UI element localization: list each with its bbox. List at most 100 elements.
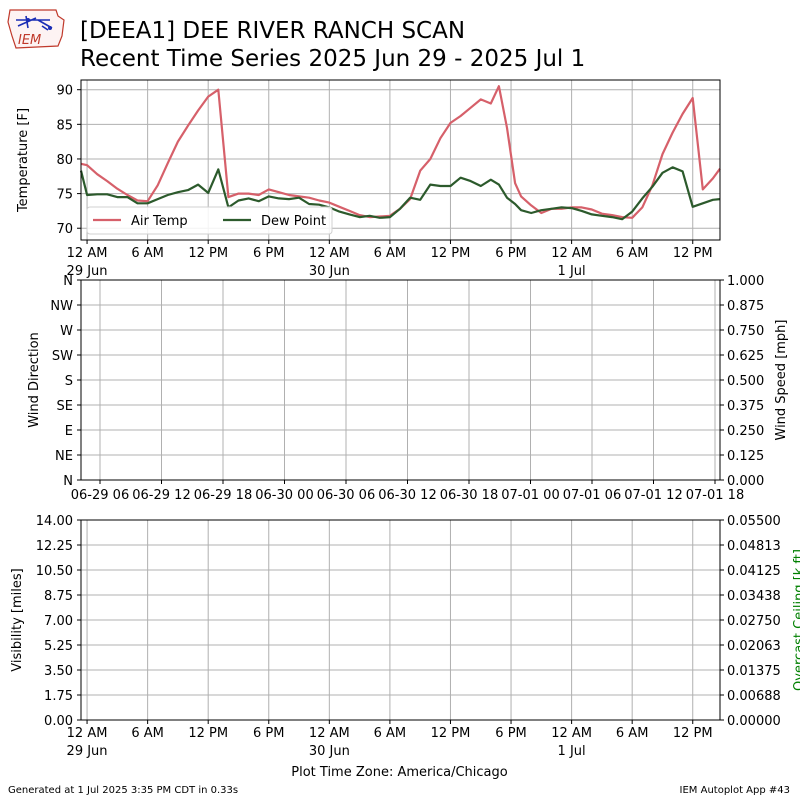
temp-ytick-label: 75 — [56, 188, 73, 203]
temp-xtick-label: 6 AM — [374, 246, 407, 261]
ceiling-tick-label: 0.02063 — [727, 639, 781, 654]
temp-xtick-label: 12 AM — [309, 246, 350, 261]
temp-xtick-label: 12 AM — [551, 246, 592, 261]
visibility-tick-label: 0.00 — [44, 714, 73, 729]
wind-plot-frame — [80, 279, 721, 481]
wind-direction-tick-label: SW — [52, 349, 73, 364]
wind-direction-tick-label: S — [65, 374, 73, 389]
vis-xtick-label: 6 AM — [616, 726, 649, 741]
temp-xtick-label: 12 PM — [431, 246, 471, 261]
wind-direction-tick-label: NW — [50, 299, 73, 314]
wind-speed-tick-label: 1.000 — [727, 274, 764, 289]
temp-xtick-label: 6 AM — [131, 246, 164, 261]
wind-speed-tick-label: 0.500 — [727, 374, 764, 389]
vis-xtick-label: 12 AM — [551, 726, 592, 741]
vis-xtick-label: 6 AM — [374, 726, 407, 741]
wind-direction-tick-label: E — [65, 424, 73, 439]
visibility-tick-label: 7.00 — [44, 614, 73, 629]
wind-speed-tick-label: 0.750 — [727, 324, 764, 339]
visibility-tick-label: 12.25 — [36, 539, 73, 554]
wind-speed-tick-label: 0.000 — [727, 474, 764, 489]
temp-xtick-sublabel: 1 Jul — [558, 264, 586, 279]
dew-point-line — [79, 166, 721, 221]
wind-speed-tick-label: 0.125 — [727, 449, 764, 464]
vis-xtick-sublabel: 30 Jun — [309, 744, 350, 759]
temp-xtick-label: 12 AM — [67, 246, 108, 261]
temp-xtick-label: 6 PM — [253, 246, 284, 261]
temp-xtick-sublabel: 30 Jun — [309, 264, 350, 279]
wind-direction-tick-label: N — [63, 274, 73, 289]
wind-speed-tick-label: 0.250 — [727, 424, 764, 439]
ceiling-tick-label: 0.01375 — [727, 664, 781, 679]
ceiling-tick-label: 0.03438 — [727, 589, 781, 604]
wind-direction-tick-label: SE — [57, 399, 73, 414]
visibility-tick-label: 10.50 — [36, 564, 73, 579]
temp-xtick-label: 12 PM — [188, 246, 228, 261]
wind-speed-tick-label: 0.625 — [727, 349, 764, 364]
visibility-tick-label: 8.75 — [44, 589, 73, 604]
vis-xtick-label: 12 AM — [309, 726, 350, 741]
air-temp-line — [80, 85, 721, 219]
vis-xtick-label: 12 AM — [67, 726, 108, 741]
visibility-tick-label: 5.25 — [44, 639, 73, 654]
wind-xtick-label: 06-30 18 — [440, 488, 498, 503]
vis-xtick-label: 12 PM — [431, 726, 471, 741]
visibility-ylabel: Visibility [miles] — [10, 568, 25, 671]
wind-direction-tick-label: N — [63, 474, 73, 489]
vis-xtick-label: 6 PM — [495, 726, 526, 741]
temp-ylabel: Temperature [F] — [16, 108, 31, 213]
wind-xtick-label: 07-01 12 — [624, 488, 682, 503]
vis-xtick-label: 6 PM — [253, 726, 284, 741]
wind-xtick-label: 06-30 12 — [378, 488, 436, 503]
vis-xtick-label: 6 AM — [131, 726, 164, 741]
temp-legend-box — [86, 206, 333, 235]
temp-xtick-label: 12 PM — [673, 246, 713, 261]
temp-ytick-label: 70 — [56, 222, 73, 237]
wind-speed-ylabel: Wind Speed [mph] — [774, 320, 789, 441]
vis-xtick-sublabel: 29 Jun — [67, 744, 108, 759]
vis-plot-frame — [80, 519, 721, 721]
wind-xtick-label: 07-01 00 — [501, 488, 559, 503]
wind-xtick-label: 06-30 06 — [317, 488, 375, 503]
ceiling-tick-label: 0.05500 — [727, 514, 781, 529]
wind-xtick-label: 06-29 06 — [71, 488, 129, 503]
wind-xtick-label: 06-29 18 — [194, 488, 252, 503]
temp-plot-frame — [80, 79, 721, 241]
ceiling-tick-label: 0.00000 — [727, 714, 781, 729]
temp-ytick-label: 90 — [56, 84, 73, 99]
wind-xtick-label: 07-01 18 — [686, 488, 744, 503]
visibility-tick-label: 3.50 — [44, 664, 73, 679]
chart-title: [DEEA1] DEE RIVER RANCH SCAN — [80, 18, 466, 44]
ceiling-tick-label: 0.04125 — [727, 564, 781, 579]
temp-ytick-label: 85 — [56, 118, 73, 133]
iem-logo: IEM — [6, 6, 66, 52]
temp-xtick-sublabel: 29 Jun — [67, 264, 108, 279]
vis-xtick-label: 12 PM — [673, 726, 713, 741]
legend-air-temp-label: Air Temp — [131, 214, 188, 229]
ceiling-ylabel: Overcast Ceiling [k ft] — [792, 549, 800, 691]
legend-dew-point-label: Dew Point — [261, 214, 326, 229]
wind-direction-tick-label: W — [60, 324, 73, 339]
vis-xtick-label: 12 PM — [188, 726, 228, 741]
ceiling-tick-label: 0.02750 — [727, 614, 781, 629]
visibility-tick-label: 1.75 — [44, 689, 73, 704]
generated-note: Generated at 1 Jul 2025 3:35 PM CDT in 0… — [8, 785, 239, 796]
wind-xtick-label: 06-29 12 — [132, 488, 190, 503]
temp-xtick-label: 6 AM — [616, 246, 649, 261]
chart-subtitle: Recent Time Series 2025 Jun 29 - 2025 Ju… — [80, 46, 586, 72]
vis-xtick-sublabel: 1 Jul — [558, 744, 586, 759]
app-note: IEM Autoplot App #43 — [679, 785, 790, 796]
visibility-tick-label: 14.00 — [36, 514, 73, 529]
wind-speed-tick-label: 0.375 — [727, 399, 764, 414]
wind-xtick-label: 06-30 00 — [255, 488, 313, 503]
wind-xtick-label: 07-01 06 — [563, 488, 621, 503]
ceiling-tick-label: 0.00688 — [727, 689, 781, 704]
wind-direction-ylabel: Wind Direction — [27, 332, 42, 428]
wind-direction-tick-label: NE — [55, 449, 73, 464]
vis-xlabel: Plot Time Zone: America/Chicago — [291, 765, 507, 780]
temp-xtick-label: 6 PM — [495, 246, 526, 261]
ceiling-tick-label: 0.04813 — [727, 539, 781, 554]
temp-ytick-label: 80 — [56, 153, 73, 168]
logo-text: IEM — [18, 33, 41, 48]
